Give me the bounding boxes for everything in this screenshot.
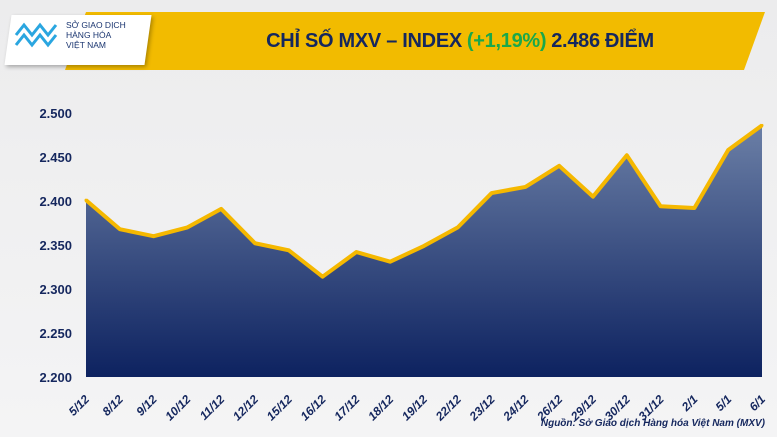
x-tick-label: 10/12 [162, 392, 193, 423]
data-point [185, 225, 189, 229]
data-point [118, 227, 122, 231]
data-point [287, 248, 291, 252]
data-point [422, 244, 426, 248]
title-value: 2.486 ĐIỂM [551, 29, 654, 52]
mxv-logo-icon [14, 22, 58, 48]
x-tick-label: 5/1 [713, 392, 735, 414]
logo-line: HÀNG HÓA [66, 30, 112, 40]
data-point [692, 206, 696, 210]
x-tick-label: 23/12 [466, 392, 498, 424]
data-point [219, 207, 223, 211]
y-tick-label: 2.500 [39, 106, 72, 121]
title-text: CHỈ SỐ MXV – INDEX [266, 29, 462, 52]
chart-title: CHỈ SỐ MXV – INDEX (+1,19%) 2.486 ĐIỂM [150, 12, 770, 70]
title-change: (+1,19%) [466, 29, 547, 52]
data-point [321, 275, 325, 279]
data-point [625, 153, 629, 157]
data-point [760, 123, 764, 127]
x-tick-label: 12/12 [230, 392, 261, 423]
x-tick-label: 15/12 [264, 392, 295, 423]
title-banner [65, 12, 765, 70]
data-point [557, 164, 561, 168]
y-tick-label: 2.250 [39, 326, 72, 341]
x-tick-label: 19/12 [399, 392, 430, 423]
data-point [726, 148, 730, 152]
y-tick-label: 2.350 [39, 238, 72, 253]
x-tick-label: 24/12 [500, 392, 532, 424]
data-point [354, 250, 358, 254]
x-tick-label: 17/12 [331, 392, 362, 423]
data-point [456, 225, 460, 229]
data-point [152, 234, 156, 238]
x-tick-label: 5/12 [66, 392, 93, 419]
x-tick-label: 2/1 [678, 392, 701, 415]
logo-line: SỞ GIAO DỊCH [66, 20, 126, 30]
data-point [84, 198, 88, 202]
y-tick-label: 2.450 [39, 150, 72, 165]
x-tick-label: 18/12 [365, 392, 396, 423]
source-note: Nguồn: Sở Giao dịch Hàng hóa Việt Nam (M… [540, 418, 765, 429]
x-tick-label: 9/12 [133, 392, 160, 419]
x-tick-label: 8/12 [100, 392, 127, 419]
x-tick-label: 6/1 [746, 392, 768, 414]
data-point [253, 241, 257, 245]
logo-line: VIỆT NAM [66, 40, 106, 50]
x-tick-label: 11/12 [197, 392, 228, 423]
y-tick-label: 2.200 [39, 370, 72, 385]
y-tick-label: 2.400 [39, 194, 72, 209]
x-tick-label: 16/12 [298, 392, 329, 423]
y-tick-label: 2.300 [39, 282, 72, 297]
x-tick-label: 22/12 [432, 392, 464, 424]
data-point [490, 191, 494, 195]
data-point [523, 185, 527, 189]
data-point [591, 195, 595, 199]
area-fill [86, 125, 762, 377]
data-point [659, 204, 663, 208]
data-point [388, 260, 392, 264]
